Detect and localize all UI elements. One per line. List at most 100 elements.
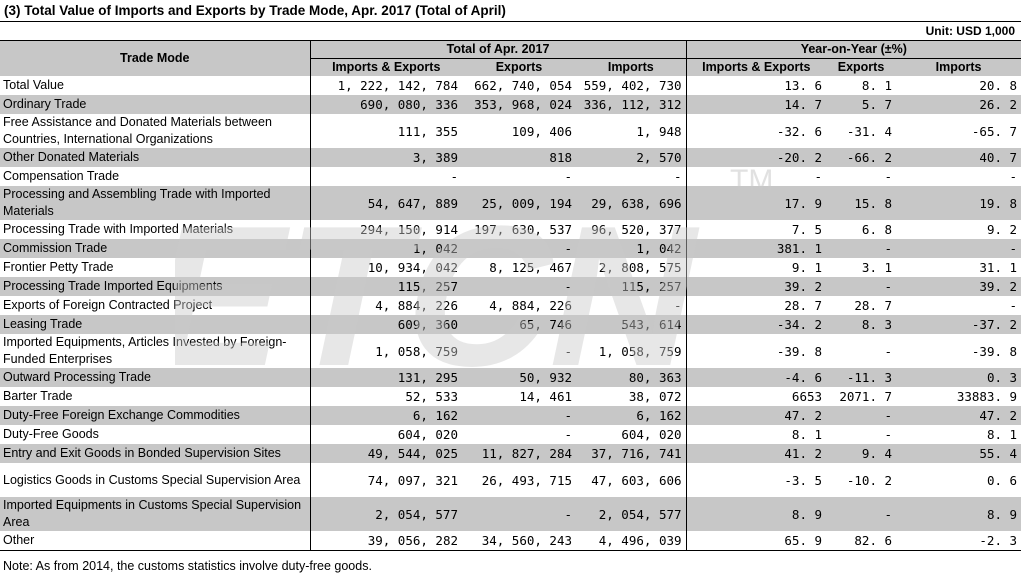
total-exports-cell: - — [564, 343, 572, 359]
yoy-imports-cell: 0. 6 — [986, 472, 1018, 488]
total-imports-cell: 4, 496, 039 — [576, 531, 687, 551]
header-yoy-imports: Imports — [896, 58, 1021, 76]
header-total-group: Total of Apr. 2017 — [310, 40, 687, 59]
total-imports-cell: 1, 042 — [576, 239, 687, 258]
yoy-exports-cell: 5. 7 — [826, 95, 897, 114]
yoy-imports-cell: 47. 2 — [896, 406, 1021, 425]
table-body: Total Value 1, 222, 142, 784 662, 740, 054… — [0, 76, 1021, 551]
header-row-groups: Trade Mode Total of Apr. 2017 Year-on-Ye… — [0, 40, 1021, 76]
unit-label: Unit: USD 1,000 — [925, 24, 1015, 38]
yoy-imports-exports-cell: 6653 — [791, 389, 823, 404]
total-imports-cell: 2, 570 — [576, 148, 687, 167]
yoy-exports-cell: - — [826, 497, 897, 531]
yoy-imports-exports-cell: 17. 9 — [686, 186, 827, 220]
total-exports-cell: - — [564, 169, 572, 184]
yoy-imports-exports-cell: 39. 2 — [686, 277, 827, 296]
total-imports-exports-cell: - — [450, 169, 458, 184]
yoy-imports-cell: -37. 2 — [896, 315, 1021, 334]
yoy-exports-cell: - — [884, 427, 893, 442]
header-yoy-group: Year-on-Year (±%) — [686, 40, 1021, 59]
total-exports-cell: 8, 125, 467 — [489, 260, 572, 275]
yoy-exports-cell: -10. 2 — [846, 472, 893, 488]
yoy-exports-cell: 82. 6 — [826, 531, 897, 551]
total-imports-exports-cell: 4, 884, 226 — [375, 298, 458, 313]
yoy-imports-exports-cell: -20. 2 — [686, 148, 827, 167]
footnote: Note: As from 2014, the customs statisti… — [3, 559, 372, 573]
total-imports-cell: 6, 162 — [576, 406, 687, 425]
total-imports-exports-cell: 6, 162 — [310, 406, 462, 425]
trade-mode-name: Imported Equipments, Articles Invested b… — [0, 334, 311, 368]
yoy-imports-exports-cell: 47. 2 — [686, 406, 827, 425]
table-row: Other 39, 056, 282 34, 560, 243 4, 496, 039… — [0, 531, 1021, 551]
yoy-imports-cell: 40. 7 — [896, 148, 1021, 167]
trade-mode-name: Barter Trade — [0, 387, 311, 406]
header-yoy-exports: Exports — [826, 58, 897, 76]
table-row: Logistics Goods in Customs Special Super… — [0, 463, 1021, 497]
total-imports-exports-cell: 54, 647, 889 — [310, 186, 462, 220]
total-imports-exports-cell: 3, 389 — [310, 148, 462, 167]
table-row: Imported Equipments in Customs Special S… — [0, 497, 1021, 531]
yoy-imports-cell: 26. 2 — [896, 95, 1021, 114]
total-imports-cell: 47, 603, 606 — [576, 463, 687, 497]
yoy-exports-cell: - — [826, 239, 897, 258]
yoy-exports-cell: - — [884, 343, 893, 359]
yoy-imports-cell: - — [1009, 169, 1018, 184]
header-row-columns: Imports & Exports Exports Imports Import… — [0, 58, 1021, 76]
yoy-imports-exports-cell: 8. 9 — [686, 497, 827, 531]
yoy-exports-cell: - — [884, 169, 893, 184]
total-imports-cell: 29, 638, 696 — [576, 186, 687, 220]
yoy-imports-exports-cell: 9. 1 — [791, 260, 823, 275]
trade-mode-name: Total Value — [0, 76, 311, 95]
trade-mode-name: Free Assistance and Donated Materials be… — [0, 114, 311, 148]
table-row: Frontier Petty Trade 10, 934, 042 8, 125, … — [0, 258, 1021, 277]
total-exports-cell: - — [462, 406, 576, 425]
yoy-imports-cell: -39. 8 — [971, 343, 1018, 359]
yoy-imports-exports-cell: -3. 5 — [784, 472, 823, 488]
yoy-imports-cell: 8. 1 — [986, 427, 1018, 442]
total-imports-exports-cell: 1, 058, 759 — [375, 343, 458, 359]
trade-mode-name: Exports of Foreign Contracted Project — [0, 296, 311, 315]
yoy-exports-cell: 2071. 7 — [839, 389, 893, 404]
trade-mode-name: Outward Processing Trade — [0, 368, 311, 387]
header-total-imports: Imports — [576, 58, 687, 76]
trade-mode-table: Trade Mode Total of Apr. 2017 Year-on-Ye… — [0, 40, 1021, 551]
yoy-imports-cell: 9. 2 — [986, 222, 1018, 237]
yoy-exports-cell: 28. 7 — [854, 298, 893, 313]
table-row: Leasing Trade 609, 360 65, 746 543, 614 -34.… — [0, 315, 1021, 334]
yoy-imports-cell: 33883. 9 — [956, 389, 1018, 404]
yoy-exports-cell: 9. 4 — [826, 444, 897, 463]
yoy-imports-cell: 31. 1 — [979, 260, 1018, 275]
yoy-imports-exports-cell: 14. 7 — [686, 95, 827, 114]
total-exports-cell: 109, 406 — [511, 123, 572, 139]
total-imports-exports-cell: 2, 054, 577 — [310, 497, 462, 531]
yoy-imports-exports-cell: 13. 6 — [784, 78, 823, 93]
trade-mode-name: Processing Trade Imported Equipments — [0, 277, 311, 296]
table-row: Ordinary Trade 690, 080, 336 353, 968, 024… — [0, 95, 1021, 114]
table-row: Processing Trade Imported Equipments 115,… — [0, 277, 1021, 296]
yoy-imports-exports-cell: 381. 1 — [686, 239, 827, 258]
yoy-exports-cell: 3. 1 — [861, 260, 893, 275]
yoy-exports-cell: 6. 8 — [861, 222, 893, 237]
yoy-imports-cell: 20. 8 — [979, 78, 1018, 93]
yoy-exports-cell: - — [826, 277, 897, 296]
trade-mode-name: Processing Trade with Imported Materials — [0, 220, 311, 239]
total-exports-cell: 34, 560, 243 — [462, 531, 576, 551]
total-exports-cell: 4, 884, 226 — [489, 298, 572, 313]
trade-mode-name: Imported Equipments in Customs Special S… — [0, 497, 311, 531]
header-yoy-imports-exports: Imports & Exports — [686, 58, 827, 76]
total-imports-cell: 543, 614 — [576, 315, 687, 334]
total-imports-exports-cell: 52, 533 — [405, 389, 458, 404]
yoy-imports-exports-cell: 7. 5 — [791, 222, 823, 237]
trade-mode-name: Frontier Petty Trade — [0, 258, 311, 277]
table-row: Compensation Trade - - - - - - — [0, 167, 1021, 186]
total-exports-cell: 662, 740, 054 — [474, 78, 572, 93]
table-row: Total Value 1, 222, 142, 784 662, 740, 054… — [0, 76, 1021, 95]
total-imports-exports-cell: 1, 042 — [310, 239, 462, 258]
yoy-imports-cell: -65. 7 — [971, 123, 1018, 139]
total-exports-cell: 197, 630, 537 — [474, 222, 572, 237]
table-row: Duty-Free Goods 604, 020-604, 020 8. 1-8. … — [0, 425, 1021, 444]
total-exports-cell: 818 — [462, 148, 576, 167]
table-row: Duty-Free Foreign Exchange Commodities 6,… — [0, 406, 1021, 425]
total-exports-cell: 50, 932 — [462, 368, 576, 387]
trade-mode-name: Ordinary Trade — [0, 95, 311, 114]
